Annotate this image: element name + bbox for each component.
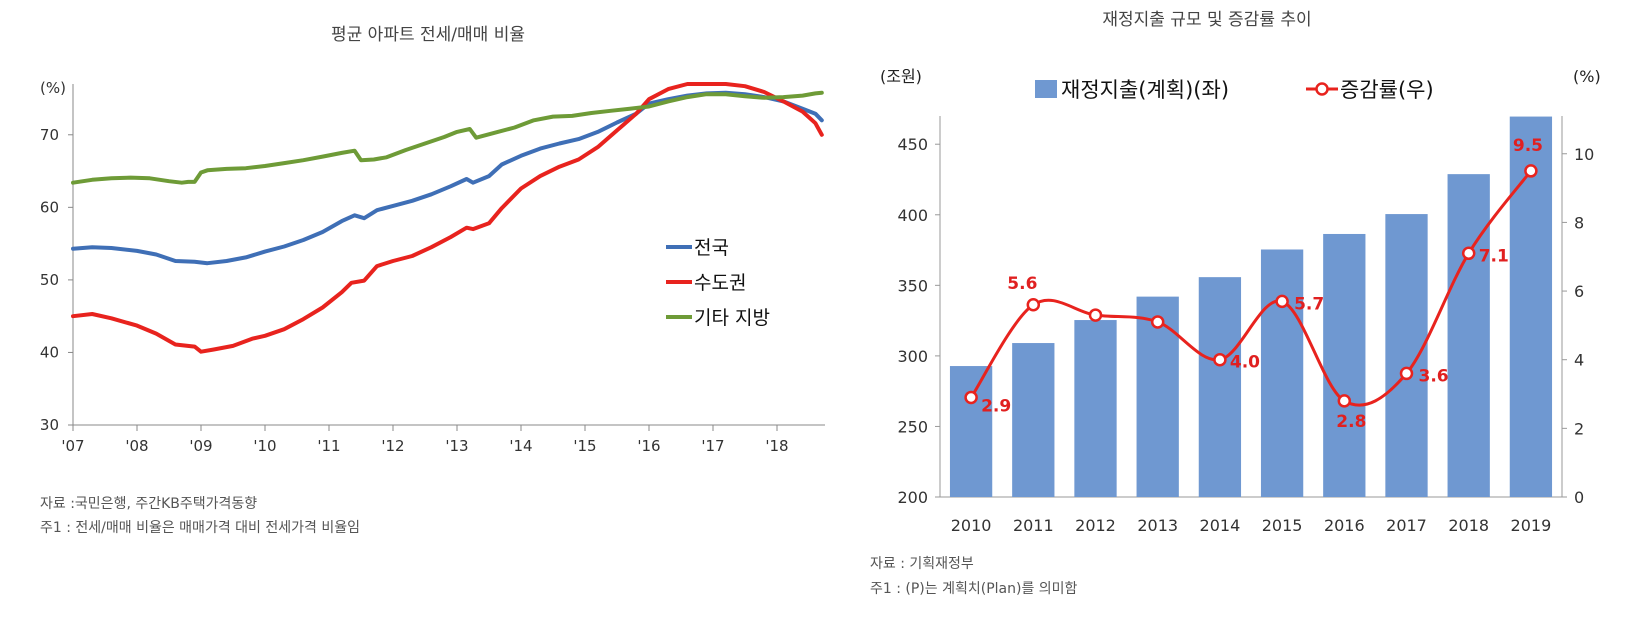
right-growth-label: 2.8 (1336, 412, 1366, 432)
right-growth-point (1337, 394, 1352, 408)
left-footnote: 주1 : 전세/매매 비율은 매매가격 대비 전세가격 비율임 (40, 520, 360, 536)
right-x-tick-label: 2018 (1448, 516, 1489, 535)
right-growth-point (964, 390, 978, 405)
right-x-tick-label: 2012 (1075, 516, 1116, 535)
left-x-tick-label: '16 (637, 437, 660, 455)
right-growth-point (1275, 294, 1289, 309)
right-growth-label: 5.7 (1294, 294, 1324, 314)
right-right-tick-label: 6 (1574, 282, 1584, 301)
right-x-tick-label: 2011 (1013, 516, 1054, 535)
right-bar (1012, 343, 1055, 497)
left-x-tick-label: '07 (61, 437, 84, 455)
right-bars (949, 116, 1553, 498)
left-x-tick-label: '13 (445, 437, 468, 455)
left-x-tick-label: '14 (509, 437, 532, 455)
right-growth-label: 7.1 (1479, 246, 1509, 266)
right-bar (1385, 214, 1428, 498)
right-left-tick-label: 350 (897, 276, 928, 295)
right-growth-line (969, 169, 1533, 407)
right-x-tick-label: 2015 (1262, 516, 1303, 535)
right-growth-point (1399, 366, 1414, 381)
left-y-tick-label: 30 (40, 416, 59, 434)
right-legend-bar-swatch (1035, 80, 1057, 98)
left-series-line (71, 82, 824, 354)
right-growth-point (1461, 246, 1476, 261)
right-left-tick-label: 450 (897, 135, 928, 154)
right-left-tick-label: 400 (897, 206, 928, 225)
right-bar (1509, 116, 1553, 497)
left-unit-label: (%) (40, 79, 66, 97)
right-bar (1323, 233, 1366, 498)
right-growth-point (1088, 308, 1103, 322)
right-source-note: 자료 : 기획재정부 (870, 556, 974, 572)
right-growth-label: 9.5 (1513, 136, 1543, 156)
right-right-tick-label: 10 (1574, 145, 1594, 164)
right-line: 2.9 5.6 4.0 5.7 2.8 3.6 7.1 9.5 (964, 136, 1543, 432)
right-right-tick-label: 4 (1574, 351, 1584, 370)
right-growth-point (1213, 352, 1227, 367)
left-y-tick-label: 70 (40, 126, 59, 144)
left-x-tick-label: '17 (701, 437, 724, 455)
right-bar (1260, 249, 1304, 497)
right-right-unit: (%) (1573, 67, 1601, 86)
right-growth-point (1150, 315, 1165, 329)
right-legend: 재정지출(계획)(좌) 증감률(우) (1035, 78, 1434, 102)
right-left-unit: (조원) (880, 67, 922, 86)
left-y-tick-label: 60 (40, 198, 59, 216)
right-footnote: 주1 : (P)는 계획치(Plan)를 의미함 (870, 581, 1078, 597)
right-growth-label: 2.9 (981, 396, 1011, 416)
right-x-tick-label: 2017 (1386, 516, 1427, 535)
right-bar (1447, 174, 1490, 498)
right-left-tick-label: 300 (897, 347, 928, 366)
left-series-line (71, 90, 824, 185)
left-y-tick-label: 50 (40, 271, 59, 289)
right-bar (1074, 320, 1117, 497)
left-lines (71, 82, 824, 354)
right-x-tick-label: 2019 (1511, 516, 1552, 535)
left-legend-label: 기타 지방 (694, 307, 770, 329)
right-right-tick-label: 2 (1574, 419, 1584, 438)
right-right-tick-label: 0 (1574, 488, 1584, 507)
right-growth-label: 4.0 (1230, 353, 1260, 373)
right-chart-title: 재정지출 규모 및 증감률 추이 (1102, 10, 1311, 30)
left-x-tick-label: '09 (189, 437, 212, 455)
left-x-tick-label: '15 (573, 437, 596, 455)
right-right-tick-label: 8 (1574, 213, 1584, 232)
right-legend-line-label: 증감률(우) (1340, 78, 1434, 102)
right-x-tick-label: 2016 (1324, 516, 1365, 535)
left-legend-label: 전국 (694, 237, 729, 259)
left-x-tick-label: '11 (317, 437, 340, 455)
left-legend-label: 수도권 (694, 272, 746, 294)
left-y-tick-label: 40 (40, 343, 59, 361)
left-source-note: 자료 :국민은행, 주간KB주택가격동향 (40, 496, 257, 512)
right-growth-label: 5.6 (1007, 274, 1037, 294)
right-x-tick-label: 2013 (1137, 516, 1178, 535)
right-bar (1198, 277, 1242, 497)
right-x-tick-label: 2010 (951, 516, 992, 535)
right-left-tick-label: 250 (897, 417, 928, 436)
right-x-tick-label: 2014 (1200, 516, 1241, 535)
left-x-tick-label: '08 (125, 437, 148, 455)
left-chart-title: 평균 아파트 전세/매매 비율 (331, 25, 525, 45)
right-legend-line-marker (1315, 82, 1329, 96)
left-x-tick-label: '12 (381, 437, 404, 455)
right-growth-label: 3.6 (1419, 366, 1449, 386)
right-left-tick-label: 200 (897, 488, 928, 507)
right-legend-bar-label: 재정지출(계획)(좌) (1061, 78, 1229, 102)
right-growth-point (1026, 298, 1041, 312)
right-growth-point (1524, 164, 1538, 178)
right-axes: 200 250 300 350 400 450 0 2 4 6 8 10 2010 2011 2012 201… (897, 116, 1594, 535)
left-x-tick-label: '10 (253, 437, 276, 455)
left-x-tick-label: '18 (765, 437, 788, 455)
left-axes: 30 40 50 60 70 '07 '08 '09 '10 '11 '12 '13 '14 '15 '16… (40, 84, 825, 455)
right-bar (949, 366, 993, 497)
